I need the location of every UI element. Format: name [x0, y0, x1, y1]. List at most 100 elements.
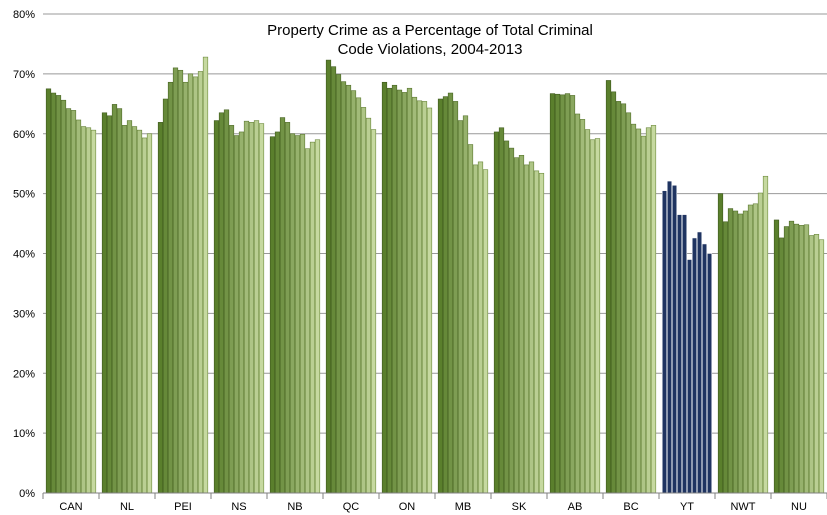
bar-bc-2008: [625, 112, 632, 494]
bar-nl-2007: [116, 108, 123, 494]
bar-sk-2007: [508, 147, 515, 494]
bar-can-2012: [85, 127, 92, 494]
bar-mb-2012: [477, 161, 484, 494]
bar-yt-2004: [661, 190, 668, 494]
bar-ab-2004: [549, 93, 556, 494]
bar-nl-2008: [121, 125, 128, 494]
bar-nl-2004: [101, 112, 108, 494]
bar-yt-2009: [686, 259, 693, 494]
bar-yt-2005: [666, 180, 673, 494]
bar-sk-2005: [498, 127, 505, 494]
bar-qc-2010: [355, 97, 362, 494]
bar-sk-2013: [538, 172, 545, 494]
chart-title-line-1: Property Crime as a Percentage of Total …: [267, 22, 593, 39]
bar-ab-2005: [554, 93, 561, 494]
bar-nb-2012: [309, 141, 316, 494]
x-tick-label: BC: [623, 501, 638, 513]
bar-nl-2013: [146, 133, 153, 494]
x-tick-label: NL: [120, 501, 134, 513]
bar-nb-2005: [274, 131, 281, 494]
bar-mb-2004: [437, 98, 444, 494]
x-tick-label: NB: [287, 501, 302, 513]
bar-ab-2013: [594, 138, 601, 494]
bar-nb-2006: [279, 117, 286, 494]
x-axis: [42, 492, 827, 499]
bar-ab-2009: [574, 113, 581, 494]
bar-bc-2005: [610, 91, 617, 494]
bar-pei-2005: [162, 98, 169, 494]
bar-sk-2004: [493, 131, 500, 494]
bar-can-2008: [65, 108, 72, 494]
bar-ab-2012: [589, 139, 596, 494]
bar-qc-2004: [325, 59, 332, 494]
bar-yt-2012: [701, 243, 708, 494]
x-tick-label: NWT: [730, 501, 755, 513]
bar-nu-2006: [783, 226, 790, 494]
bar-pei-2013: [202, 56, 209, 494]
bar-bc-2013: [650, 125, 657, 494]
y-tick-label: 30%: [13, 308, 35, 320]
bar-sk-2006: [503, 140, 510, 494]
bar-on-2010: [411, 96, 418, 494]
bar-nb-2013: [314, 139, 321, 494]
bar-nu-2011: [808, 235, 815, 494]
bar-nu-2007: [788, 220, 795, 494]
bar-pei-2007: [172, 67, 179, 494]
bar-pei-2006: [167, 81, 174, 494]
bars: [45, 56, 825, 494]
x-tick-label: ON: [399, 501, 416, 513]
bar-yt-2006: [671, 184, 678, 494]
bar-bc-2010: [635, 128, 642, 494]
chart-title-line-2: Code Violations, 2004-2013: [338, 41, 523, 58]
x-tick-label: PEI: [174, 501, 192, 513]
bar-nl-2006: [111, 104, 118, 494]
bar-nu-2010: [803, 224, 810, 494]
y-tick-label: 0%: [19, 488, 35, 500]
bar-sk-2010: [523, 164, 530, 494]
bar-can-2005: [50, 92, 57, 494]
x-tick-label: NU: [791, 501, 807, 513]
bar-on-2007: [396, 89, 403, 494]
bar-sk-2012: [533, 170, 540, 494]
bar-mb-2006: [447, 92, 454, 494]
bar-ab-2007: [564, 93, 571, 494]
bar-ns-2006: [223, 109, 230, 494]
bar-nu-2013: [818, 239, 825, 494]
x-tick-label: NS: [231, 501, 246, 513]
bar-on-2012: [421, 101, 428, 494]
bar-nwt-2011: [752, 203, 759, 494]
x-tick-label: AB: [568, 501, 583, 513]
bar-qc-2011: [360, 107, 367, 494]
bar-nl-2011: [136, 129, 143, 494]
bar-ns-2010: [243, 120, 250, 494]
bar-bc-2004: [605, 80, 612, 494]
bar-yt-2010: [691, 237, 698, 494]
y-tick-label: 20%: [13, 368, 35, 380]
bar-qc-2006: [335, 74, 342, 494]
bar-qc-2007: [340, 81, 347, 494]
bar-ns-2008: [233, 135, 240, 494]
bar-ns-2012: [253, 120, 260, 494]
category-labels: CAN NL PEI NS NB QC ON MB SK AB BC YT NWT NU: [59, 501, 807, 513]
bar-nwt-2010: [747, 204, 754, 494]
bar-on-2011: [416, 100, 423, 494]
bar-nu-2009: [798, 225, 805, 494]
bar-bc-2009: [630, 123, 637, 494]
bar-pei-2011: [192, 76, 199, 494]
bar-nwt-2009: [742, 210, 749, 494]
bar-nu-2004: [773, 219, 780, 494]
bar-nu-2012: [813, 234, 820, 494]
bar-nwt-2012: [757, 192, 764, 494]
bar-pei-2008: [177, 69, 184, 494]
bar-mb-2009: [462, 115, 469, 494]
bar-nb-2004: [269, 136, 276, 494]
x-tick-label: QC: [343, 501, 360, 513]
y-tick-label: 40%: [13, 249, 35, 261]
bar-ab-2011: [584, 129, 591, 494]
bar-bc-2007: [620, 103, 627, 494]
bar-nwt-2008: [737, 213, 744, 494]
bar-bc-2011: [640, 135, 647, 494]
bar-sk-2009: [518, 155, 525, 494]
bar-on-2008: [401, 92, 408, 494]
bar-qc-2013: [370, 129, 377, 494]
